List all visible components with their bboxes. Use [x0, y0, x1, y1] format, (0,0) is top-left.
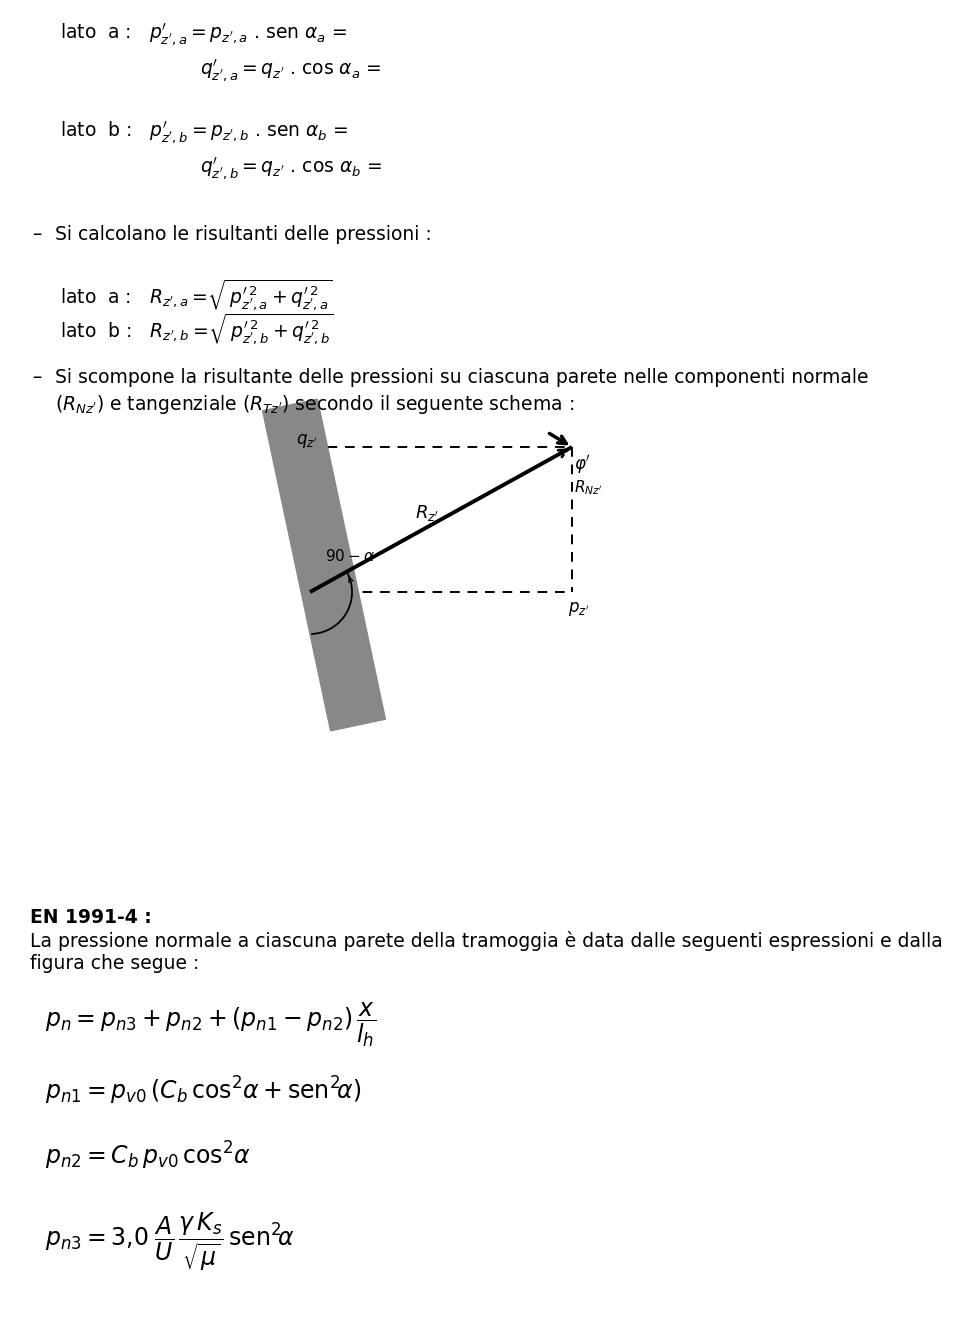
- Text: lato  b :   $R_{z^{\prime},b} =\!\sqrt{\,p^{\prime\,2}_{z^{\prime},b} + q^{\prim: lato b : $R_{z^{\prime},b} =\!\sqrt{\,p^…: [60, 311, 334, 347]
- Text: –: –: [32, 367, 41, 387]
- Text: $q^{\prime}_{z^{\prime},b} = q_{z^{\prime}}$ . cos $\alpha_b$ =: $q^{\prime}_{z^{\prime},b} = q_{z^{\prim…: [200, 156, 382, 182]
- Text: lato  b :   $p^{\prime}_{z^{\prime},b} = p_{z^{\prime},b}$ . sen $\alpha_b$ =: lato b : $p^{\prime}_{z^{\prime},b} = p_…: [60, 120, 348, 146]
- Text: lato  a :   $R_{z^{\prime},a} =\!\sqrt{\,p^{\prime\,2}_{z^{\prime},a} + q^{\prim: lato a : $R_{z^{\prime},a} =\!\sqrt{\,p^…: [60, 278, 332, 313]
- Text: La pressione normale a ciascuna parete della tramoggia è data dalle seguenti esp: La pressione normale a ciascuna parete d…: [30, 930, 943, 952]
- Text: $\varphi^{\prime}$: $\varphi^{\prime}$: [574, 453, 590, 476]
- Text: $p_{n2} = C_b\,p_{v0}\,\cos^2\!\alpha$: $p_{n2} = C_b\,p_{v0}\,\cos^2\!\alpha$: [45, 1139, 251, 1173]
- Text: EN 1991-4 :: EN 1991-4 :: [30, 908, 152, 926]
- Text: lato  a :   $p^{\prime}_{z^{\prime},a} = p_{z^{\prime},a}$ . sen $\alpha_a$ =: lato a : $p^{\prime}_{z^{\prime},a} = p_…: [60, 23, 348, 48]
- Text: $p_{z^{\prime}}$: $p_{z^{\prime}}$: [568, 600, 589, 618]
- Text: figura che segue :: figura che segue :: [30, 954, 200, 973]
- Text: $p_n = p_{n3} + p_{n2} + (p_{n1} - p_{n2})\,\dfrac{x}{l_h}$: $p_n = p_{n3} + p_{n2} + (p_{n1} - p_{n2…: [45, 1000, 376, 1049]
- Text: –: –: [32, 225, 41, 244]
- Text: $q^{\prime}_{z^{\prime},a} = q_{z^{\prime}}$ . cos $\alpha_a$ =: $q^{\prime}_{z^{\prime},a} = q_{z^{\prim…: [200, 59, 382, 84]
- Text: $R_{z^{\prime}}$: $R_{z^{\prime}}$: [415, 503, 439, 523]
- Text: Si scompone la risultante delle pressioni su ciascuna parete nelle componenti no: Si scompone la risultante delle pression…: [55, 367, 869, 387]
- Text: $p_{n1} = p_{v0}\,(C_b\,\cos^2\!\alpha + \mathrm{sen}^2\!\alpha)$: $p_{n1} = p_{v0}\,(C_b\,\cos^2\!\alpha +…: [45, 1075, 361, 1107]
- Polygon shape: [263, 399, 385, 731]
- Text: $90-\alpha$: $90-\alpha$: [325, 548, 375, 564]
- Text: $(R_{Nz^{\prime}})$ e tangenziale $(R_{Tz^{\prime}})$ secondo il seguente schema: $(R_{Nz^{\prime}})$ e tangenziale $(R_{T…: [55, 393, 574, 417]
- Text: $R_{Nz^{\prime}}$: $R_{Nz^{\prime}}$: [574, 478, 603, 496]
- Text: $q_{z^{\prime}}$: $q_{z^{\prime}}$: [296, 433, 318, 450]
- Text: $p_{n3} = 3{,}0\;\dfrac{A}{U}\,\dfrac{\gamma\,K_s}{\sqrt{\mu}}\,\mathrm{sen}^2\!: $p_{n3} = 3{,}0\;\dfrac{A}{U}\,\dfrac{\g…: [45, 1210, 295, 1272]
- Text: Si calcolano le risultanti delle pressioni :: Si calcolano le risultanti delle pressio…: [55, 225, 432, 244]
